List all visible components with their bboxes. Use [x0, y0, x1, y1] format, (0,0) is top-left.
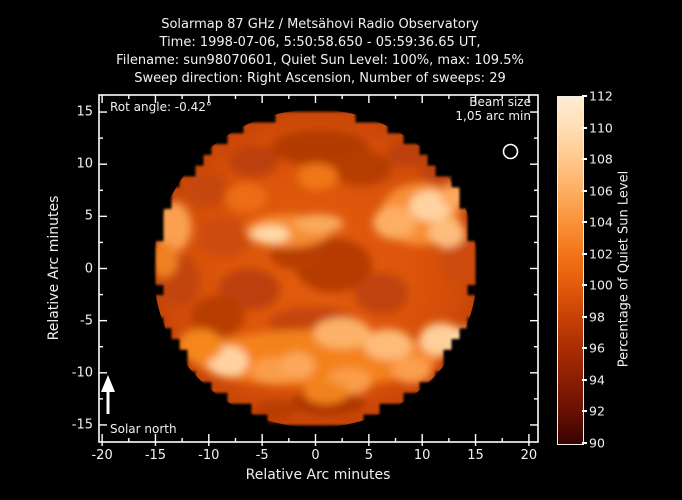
- sun-feature: [391, 356, 432, 384]
- title-line-2: Time: 1998-07-06, 5:50:58.650 - 05:59:36…: [159, 35, 481, 50]
- colorbar-tick-label: 112: [589, 88, 613, 104]
- y-tick-label: 15: [76, 104, 93, 120]
- sun-feature: [386, 141, 428, 167]
- sun-feature: [297, 163, 338, 191]
- beam-size-line1: Beam size: [469, 95, 531, 109]
- sun-feature: [313, 317, 371, 349]
- y-axis-title: Relative Arc minutes: [46, 195, 62, 341]
- solar-north-arrow-icon: [101, 375, 115, 414]
- sun-feature: [420, 156, 457, 185]
- colorbar-tick-label: 90: [589, 435, 605, 451]
- colorbar-tick: [582, 252, 587, 255]
- x-tick-label: 0: [311, 448, 320, 463]
- colorbar-tick: [582, 284, 587, 287]
- sun-feature: [224, 182, 268, 213]
- y-tick-label: 0: [84, 261, 93, 276]
- sun-feature: [253, 399, 297, 421]
- colorbar-tick-label: 104: [589, 214, 613, 230]
- y-tick-label: -15: [71, 417, 93, 433]
- sun-feature: [251, 225, 290, 243]
- sun-feature: [440, 236, 481, 285]
- sun-features: [150, 129, 481, 421]
- sun-feature: [440, 182, 473, 209]
- colorbar-tick-label: 92: [589, 403, 605, 419]
- colorbar-tick: [582, 95, 587, 97]
- sun-feature: [303, 381, 349, 405]
- sun-feature: [229, 145, 279, 177]
- colorbar-tick: [582, 315, 587, 318]
- sun-feature: [354, 272, 409, 315]
- sun-feature: [155, 201, 192, 252]
- title-line-1: Solarmap 87 GHz / Metsähovi Radio Observ…: [161, 17, 479, 32]
- beam-size-circle-icon: [502, 143, 519, 160]
- sun-feature: [449, 327, 478, 353]
- colorbar: [557, 96, 584, 445]
- solar-map-plot: [94, 90, 543, 447]
- x-tick-label: -5: [255, 448, 269, 463]
- colorbar-tick-label: 94: [589, 372, 605, 388]
- beam-size-annotation: Beam size 1,05 arc min: [381, 95, 531, 123]
- title-block: Solarmap 87 GHz / Metsähovi Radio Observ…: [20, 16, 620, 88]
- x-tick-label: -10: [198, 448, 220, 463]
- rot-angle-annotation: Rot angle: -0.42°: [110, 100, 212, 114]
- y-tick-label: 10: [76, 156, 93, 172]
- sun-feature: [428, 218, 465, 248]
- colorbar-tick-label: 98: [589, 309, 605, 325]
- colorbar-tick-label: 100: [589, 277, 613, 293]
- colorbar-tick-label: 102: [589, 246, 613, 262]
- y-tick-label: -10: [71, 365, 93, 381]
- beam-size-line2: 1,05 arc min: [455, 109, 531, 123]
- colorbar-tick: [582, 126, 587, 129]
- colorbar-tick-label: 106: [589, 183, 613, 199]
- colorbar-tick: [582, 410, 587, 413]
- x-tick-label: 15: [467, 448, 484, 463]
- sun-feature: [330, 150, 393, 187]
- y-tick-label: 5: [84, 208, 93, 224]
- x-tick-label: -20: [91, 448, 113, 463]
- sun-feature: [280, 351, 315, 380]
- sun-feature: [150, 242, 178, 278]
- title-line-3: Filename: sun98070601, Quiet Sun Level: …: [116, 53, 524, 68]
- sun-feature: [218, 268, 281, 311]
- sun-feature: [363, 328, 413, 361]
- colorbar-tick-label: 108: [589, 151, 613, 167]
- sun-feature: [198, 216, 252, 259]
- colorbar-tick: [582, 347, 587, 350]
- x-tick-label: 20: [520, 448, 538, 463]
- sun-feature: [184, 171, 230, 207]
- y-tick-label: -5: [80, 313, 93, 329]
- x-axis-title: Relative Arc minutes: [245, 467, 391, 483]
- solar-north-label: Solar north: [110, 422, 177, 436]
- colorbar-tick: [582, 189, 587, 192]
- colorbar-tick: [582, 221, 587, 224]
- colorbar-tick-label: 110: [589, 120, 613, 136]
- x-tick-label: 10: [413, 448, 431, 463]
- title-line-4: Sweep direction: Right Ascension, Number…: [134, 71, 506, 86]
- colorbar-tick-label: 96: [589, 340, 605, 356]
- colorbar-tick: [582, 442, 587, 444]
- sun-feature: [294, 214, 344, 234]
- colorbar-tick: [582, 158, 587, 161]
- x-tick-label: 5: [364, 448, 373, 463]
- sun-disk-image: [150, 109, 481, 428]
- sun-feature: [177, 328, 223, 363]
- plot-frame: [98, 94, 539, 443]
- sun-feature: [190, 295, 245, 338]
- sun-feature: [373, 205, 416, 240]
- x-tick-label: -15: [144, 448, 167, 463]
- colorbar-title: Percentage of Quiet Sun Level: [616, 170, 632, 368]
- colorbar-tick: [582, 378, 587, 381]
